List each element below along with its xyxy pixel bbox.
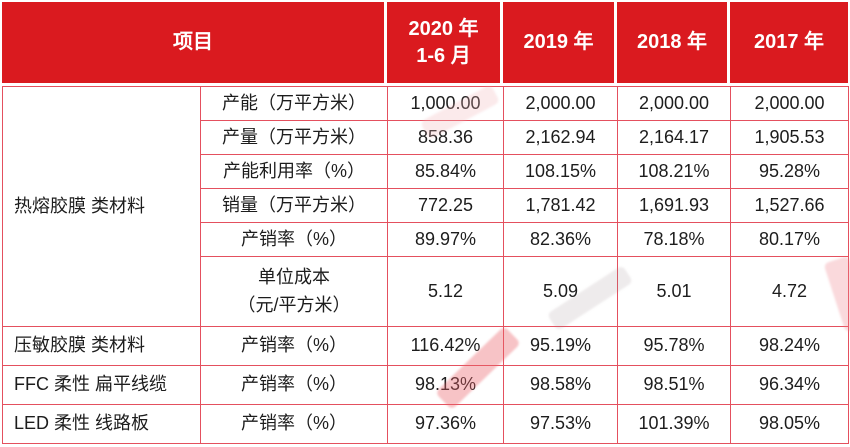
- header-cell-period-2020: 2020 年 1-6 月: [387, 2, 503, 83]
- value-cell: 95.19%: [503, 326, 618, 366]
- value-cell: 98.51%: [617, 365, 731, 405]
- value-cell: 89.97%: [387, 222, 504, 257]
- table-row: 销量（万平方米） 772.25 1,781.42 1,691.93 1,527.66: [3, 188, 849, 223]
- value-cell: 96.34%: [730, 365, 849, 405]
- group-label: 压敏胶膜 类材料: [2, 326, 201, 366]
- header-cell-period-2018: 2018 年: [617, 2, 730, 83]
- value-cell: 1,527.66: [730, 188, 849, 223]
- value-cell: 95.78%: [617, 326, 731, 366]
- header-cell-period-2017: 2017 年: [730, 2, 848, 83]
- table-row: 热熔胶膜 类材料 产能（万平方米） 1,000.00 2,000.00 2,000.00…: [2, 86, 849, 327]
- group-label: 热熔胶膜 类材料: [2, 86, 201, 327]
- value-cell: 97.36%: [387, 404, 504, 444]
- metric-label: 产销率（%）: [200, 222, 388, 257]
- value-cell: 2,000.00: [503, 86, 618, 121]
- value-cell: 1,905.53: [730, 120, 849, 155]
- value-cell: 98.58%: [503, 365, 618, 405]
- header-cell-item: 项目: [2, 2, 387, 83]
- value-cell: 1,000.00: [387, 86, 504, 121]
- value-cell: 95.28%: [730, 154, 849, 189]
- value-cell: 2,162.94: [503, 120, 618, 155]
- value-cell: 101.39%: [617, 404, 731, 444]
- value-cell: 2,164.17: [617, 120, 731, 155]
- metric-label: 销量（万平方米）: [200, 188, 388, 223]
- group-label: LED 柔性 线路板: [2, 404, 201, 444]
- value-cell: 4.72: [730, 256, 849, 327]
- metric-label: 产销率（%）: [200, 326, 388, 366]
- value-cell: 1,691.93: [617, 188, 731, 223]
- value-cell: 5.01: [617, 256, 731, 327]
- group-label: FFC 柔性 扁平线缆: [2, 365, 201, 405]
- table-row: 产量（万平方米） 858.36 2,162.94 2,164.17 1,905.53: [3, 120, 849, 155]
- header-cell-period-2019: 2019 年: [503, 2, 617, 83]
- metric-label: 产量（万平方米）: [200, 120, 388, 155]
- value-cell: 2,000.00: [730, 86, 849, 121]
- table-row: 产销率（%） 89.97% 82.36% 78.18% 80.17%: [3, 222, 849, 257]
- value-cell: 80.17%: [730, 222, 849, 257]
- value-cell: 116.42%: [387, 326, 504, 366]
- value-cell: 2,000.00: [617, 86, 731, 121]
- metric-label: 产能利用率（%）: [200, 154, 388, 189]
- value-cell: 5.12: [387, 256, 504, 327]
- value-cell: 772.25: [387, 188, 504, 223]
- metric-label: 产销率（%）: [200, 404, 388, 444]
- table-row: LED 柔性 线路板 产销率（%） 97.36% 97.53% 101.39% 98.05…: [2, 404, 849, 444]
- value-cell: 108.15%: [503, 154, 618, 189]
- table-header-row: 项目 2020 年 1-6 月 2019 年 2018 年 2017 年: [2, 2, 848, 83]
- metric-label: 产能（万平方米）: [200, 86, 388, 121]
- value-cell: 5.09: [503, 256, 618, 327]
- value-cell: 97.53%: [503, 404, 618, 444]
- table-row: FFC 柔性 扁平线缆 产销率（%） 98.13% 98.58% 98.51% 96.34…: [2, 365, 849, 405]
- value-cell: 1,781.42: [503, 188, 618, 223]
- metric-label: 单位成本 （元/平方米）: [200, 256, 388, 327]
- table-row: 单位成本 （元/平方米） 5.12 5.09 5.01 4.72: [3, 256, 849, 327]
- value-cell: 78.18%: [617, 222, 731, 257]
- value-cell: 85.84%: [387, 154, 504, 189]
- production-sales-table: 热熔胶膜 类材料 产能（万平方米） 1,000.00 2,000.00 2,000.00…: [2, 86, 849, 444]
- table-row: 压敏胶膜 类材料 产销率（%） 116.42% 95.19% 95.78% 98.24%: [2, 326, 849, 366]
- metric-label: 产销率（%）: [200, 365, 388, 405]
- value-cell: 98.24%: [730, 326, 849, 366]
- table-row: 产能利用率（%） 85.84% 108.15% 108.21% 95.28%: [3, 154, 849, 189]
- value-cell: 108.21%: [617, 154, 731, 189]
- value-cell: 858.36: [387, 120, 504, 155]
- table-body: 热熔胶膜 类材料 产能（万平方米） 1,000.00 2,000.00 2,000.00…: [2, 86, 849, 444]
- value-cell: 98.05%: [730, 404, 849, 444]
- value-cell: 82.36%: [503, 222, 618, 257]
- value-cell: 98.13%: [387, 365, 504, 405]
